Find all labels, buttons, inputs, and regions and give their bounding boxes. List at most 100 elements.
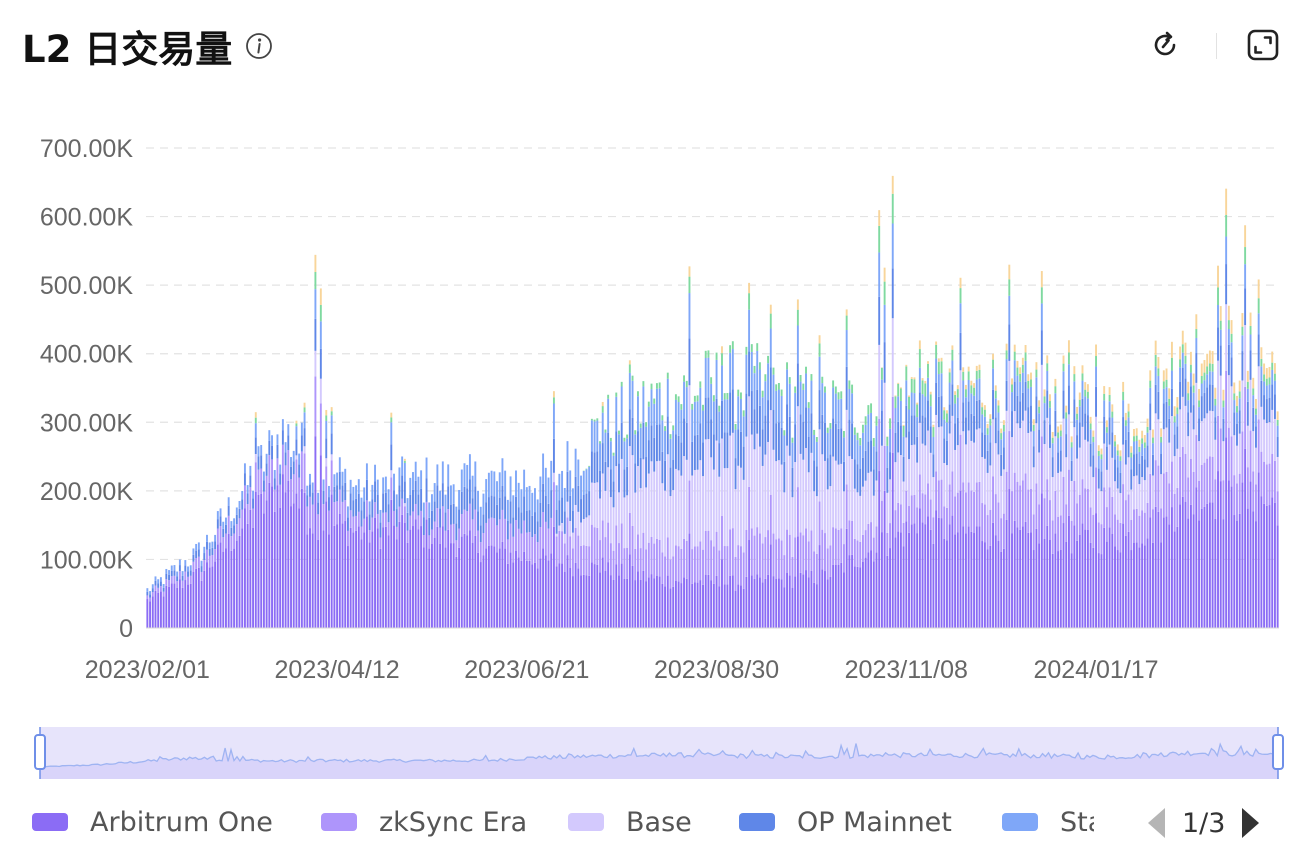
bar-segment-op-mainnet: [384, 492, 387, 513]
bar-segment-op-mainnet: [1011, 411, 1013, 438]
bar-segment-op-mainnet: [1095, 386, 1097, 417]
bar-segment-base: [653, 471, 656, 544]
navigator-end-handle[interactable]: [1272, 734, 1284, 770]
legend-item-zksync-era[interactable]: zkSync Era: [321, 796, 527, 848]
bar-segment-base: [818, 429, 821, 502]
bar-segment-scroll: [908, 395, 910, 398]
bar-segment-zksync-era: [290, 479, 292, 507]
bar-segment-zksync-era: [262, 491, 265, 514]
bar-segment-scroll: [964, 384, 967, 390]
bar-segment-op-mainnet: [623, 469, 626, 498]
fullscreen-icon[interactable]: [1245, 27, 1281, 63]
bar-segment-starknet: [612, 455, 615, 482]
bar-segment-scroll: [932, 424, 935, 428]
bar-segment-starknet: [287, 424, 290, 436]
bar-segment-scroll: [330, 407, 333, 412]
bar-segment-op-mainnet: [878, 296, 881, 345]
bar-segment-arbitrum-one: [493, 546, 496, 628]
bar-segment-op-mainnet: [666, 416, 669, 455]
bar-segment-op-mainnet: [173, 570, 176, 576]
bar-segment-starknet: [889, 428, 891, 453]
bar-segment-starknet: [452, 484, 455, 504]
bar-segment-linea: [601, 406, 604, 413]
bar-segment-linea: [1002, 424, 1005, 432]
bar-segment-linea: [674, 394, 677, 400]
bar-segment-linea: [875, 416, 878, 426]
bar-segment-starknet: [409, 477, 412, 495]
bar-segment-zksync-era: [390, 477, 393, 500]
refresh-icon[interactable]: [1147, 27, 1183, 63]
bar-segment-zksync-era: [458, 528, 461, 548]
bar-segment-arbitrum-one: [992, 522, 994, 628]
legend-item-base[interactable]: Base: [568, 796, 692, 848]
bar-segment-scroll: [1181, 330, 1184, 345]
bar-segment-base: [1070, 480, 1073, 521]
bar-segment-base: [986, 472, 989, 516]
bar-segment-arbitrum-one: [485, 548, 488, 628]
bar-segment-zksync-era: [767, 530, 770, 575]
bar-segment-linea: [699, 381, 702, 388]
bar-segment-base: [1019, 428, 1022, 486]
bar-segment-starknet: [658, 388, 661, 425]
bar-segment-op-mainnet: [390, 444, 393, 471]
bar-segment-base: [672, 490, 675, 557]
bar-segment-linea: [693, 395, 696, 402]
bar-segment-zksync-era: [1013, 472, 1016, 521]
navigator-start-handle[interactable]: [34, 734, 46, 770]
bar-segment-linea: [967, 371, 970, 380]
triangle-right-icon[interactable]: [1235, 805, 1265, 841]
bar-segment-linea: [1236, 406, 1238, 413]
bar-segment-zksync-era: [187, 576, 189, 585]
bar-segment-op-mainnet: [677, 435, 680, 471]
bar-segment-zksync-era: [1192, 471, 1195, 515]
bar-segment-scroll: [910, 377, 913, 379]
bar-segment-arbitrum-one: [669, 588, 672, 628]
bar-segment-arbitrum-one: [561, 563, 564, 628]
bar-segment-linea: [685, 380, 688, 388]
bar-segment-starknet: [810, 380, 813, 414]
bar-segment-starknet: [1114, 446, 1116, 460]
bar-segment-arbitrum-one: [1105, 541, 1108, 628]
bar-segment-op-mainnet: [225, 524, 227, 534]
bar-segment-op-mainnet: [1133, 454, 1135, 477]
bar-segment-zksync-era: [1206, 458, 1209, 504]
bar-segment-linea: [1225, 215, 1228, 237]
bar-segment-zksync-era: [604, 537, 607, 572]
bar-segment-starknet: [290, 457, 292, 467]
bar-segment-starknet: [1160, 442, 1163, 455]
bar-segment-arbitrum-one: [219, 542, 222, 628]
bar-segment-scroll: [1040, 271, 1043, 288]
bar-segment-linea: [1170, 357, 1173, 371]
bar-segment-op-mainnet: [777, 422, 780, 461]
bar-segment-arbitrum-one: [571, 576, 574, 628]
bar-segment-zksync-era: [1057, 516, 1060, 552]
bar-segment-arbitrum-one: [474, 535, 477, 628]
triangle-left-icon[interactable]: [1142, 805, 1172, 841]
bar-segment-op-mainnet: [1076, 435, 1079, 459]
bar-segment-op-mainnet: [921, 415, 924, 444]
bar-segment-arbitrum-one: [1241, 482, 1244, 628]
bar-segment-starknet: [807, 407, 810, 438]
info-icon[interactable]: [244, 31, 274, 61]
bar-segment-starknet: [176, 571, 179, 577]
bar-segment-linea: [1067, 352, 1070, 365]
bar-segment-base: [577, 511, 580, 536]
bar-segment-scroll: [962, 367, 965, 372]
legend-item-arbitrum-one[interactable]: Arbitrum One: [32, 796, 273, 848]
navigator-area: [40, 743, 1278, 779]
legend-item-op-mainnet[interactable]: OP Mainnet: [739, 796, 952, 848]
bar-segment-zksync-era: [346, 530, 349, 547]
bar-segment-starknet: [417, 476, 420, 495]
bar-segment-starknet: [588, 466, 591, 492]
bar-segment-scroll: [1092, 430, 1095, 437]
legend-item-starknet-clipped[interactable]: Starknet: [1002, 796, 1094, 848]
bar-segment-linea: [742, 410, 745, 417]
bar-segment-zksync-era: [1225, 370, 1228, 438]
bar-segment-zksync-era: [504, 518, 507, 549]
legend-item-starknet[interactable]: Starknet: [1002, 796, 1094, 848]
bar-segment-starknet: [924, 396, 927, 418]
bar-segment-linea: [1116, 450, 1119, 456]
bar-segment-starknet: [1241, 335, 1244, 352]
bar-segment-starknet: [306, 485, 309, 496]
bar-segment-starknet: [1255, 414, 1257, 427]
